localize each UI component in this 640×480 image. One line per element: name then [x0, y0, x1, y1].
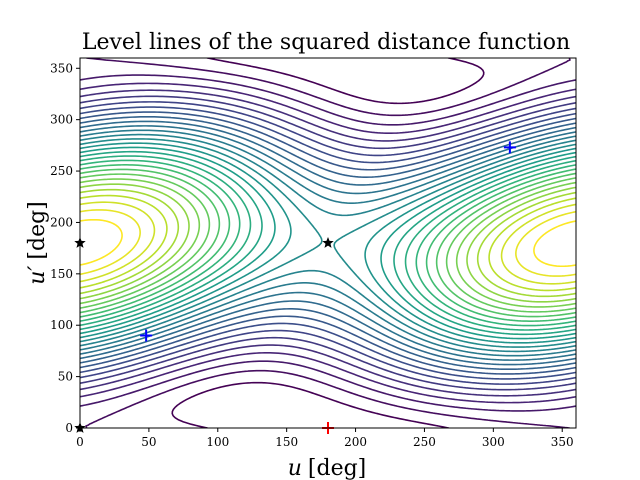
contour-level [80, 95, 576, 391]
x-tick-label: 100 [206, 435, 229, 449]
contour-level [80, 138, 576, 348]
contour-level [80, 82, 576, 404]
y-tick-label: 200 [50, 215, 73, 229]
contour-level [80, 194, 576, 292]
y-axis-label: u′ [deg] [25, 201, 50, 285]
y-tick-label: 0 [65, 421, 73, 435]
minimum-plus [140, 329, 153, 342]
x-tick-label: 0 [76, 435, 84, 449]
contour-level [80, 146, 576, 340]
x-tick-label: 350 [551, 435, 574, 449]
contour-level [80, 201, 576, 285]
contour-lines [80, 58, 576, 428]
x-axis-label: u [deg] [288, 456, 367, 480]
x-axis-ticks: 0 50 100 150 200 250 300 350 [76, 428, 574, 449]
contour-level [80, 142, 576, 344]
x-tick-label: 150 [275, 435, 298, 449]
contour-level [80, 111, 576, 375]
x-tick-label: 250 [413, 435, 436, 449]
y-tick-label: 250 [50, 164, 73, 178]
x-tick-label: 200 [344, 435, 367, 449]
x-tick-label: 300 [482, 435, 505, 449]
contour-level [80, 133, 576, 353]
contour-level [80, 116, 576, 370]
chart-title: Level lines of the squared distance func… [82, 30, 570, 55]
y-axis-ticks: 0 50 100 150 200 250 300 350 [50, 61, 80, 435]
minimum-plus [503, 141, 516, 154]
contour-level [80, 106, 576, 380]
contour-level [80, 150, 576, 336]
y-tick-label: 150 [50, 267, 73, 281]
contour-level [80, 155, 576, 331]
contour-level [80, 173, 576, 313]
contour-level [80, 209, 576, 277]
contour-level [80, 74, 576, 412]
contour-level [80, 188, 576, 298]
contour-level [80, 125, 576, 361]
saddle-star [322, 237, 334, 248]
contour-level [80, 168, 576, 318]
contour-level [80, 159, 576, 327]
contour-level [80, 129, 576, 357]
contour-level [80, 101, 576, 385]
plot-frame [79, 57, 577, 429]
y-tick-label: 100 [50, 318, 73, 332]
contour-level [85, 58, 571, 428]
contour-level [80, 89, 576, 397]
x-axis-variable: u [288, 456, 302, 480]
y-axis-variable: u′ [25, 266, 50, 285]
contour-level [80, 178, 576, 308]
y-tick-label: 350 [50, 61, 73, 75]
x-axis-unit: [deg] [308, 456, 366, 480]
y-tick-label: 50 [58, 370, 73, 384]
y-tick-label: 300 [50, 113, 73, 127]
contour-level [80, 183, 576, 303]
contour-level [171, 58, 485, 428]
x-tick-label: 50 [141, 435, 156, 449]
y-axis-unit: [deg] [25, 201, 50, 259]
contour-level [80, 164, 576, 322]
contour-level [80, 218, 576, 268]
contour-level [80, 120, 576, 366]
